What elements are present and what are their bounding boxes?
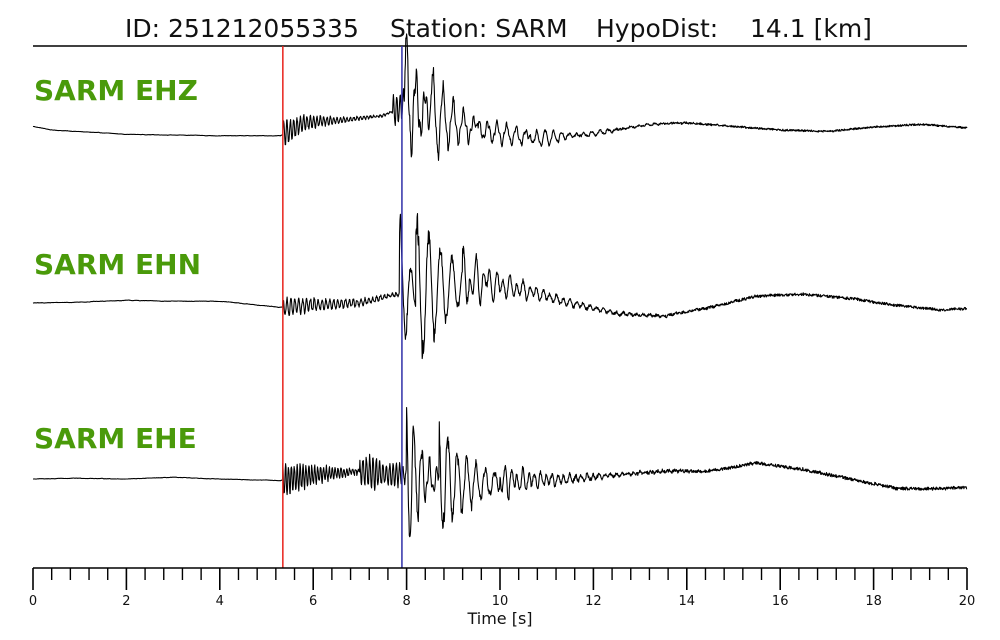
x-tick-label: 18 bbox=[865, 594, 882, 609]
channel-label-sarm-ehe: SARM EHE bbox=[34, 422, 197, 455]
x-tick-label: 14 bbox=[679, 594, 696, 609]
trace-sarm-ehe bbox=[32, 407, 968, 538]
x-tick-label: 10 bbox=[492, 594, 509, 609]
x-axis-label: Time [s] bbox=[466, 609, 532, 628]
x-tick-label: 20 bbox=[959, 594, 976, 609]
trace-sarm-ehn bbox=[32, 213, 968, 360]
x-tick-label: 6 bbox=[309, 594, 317, 609]
title-station: Station: SARM bbox=[390, 14, 568, 43]
x-tick-label: 12 bbox=[585, 594, 602, 609]
trace-sarm-ehz bbox=[32, 33, 968, 161]
channel-label-sarm-ehn: SARM EHN bbox=[34, 248, 201, 281]
title-id: ID: 251212055335 bbox=[125, 14, 359, 43]
title-hypodist: HypoDist: 14.1 [km] bbox=[596, 14, 872, 43]
x-tick-label: 8 bbox=[402, 594, 410, 609]
x-axis: 0 2 4 6 8 10 12 14 16 18 20 Time [s] bbox=[29, 567, 976, 628]
x-tick-label: 4 bbox=[216, 594, 224, 609]
x-tick-label: 2 bbox=[122, 594, 130, 609]
x-tick-label: 16 bbox=[772, 594, 789, 609]
phase-picks bbox=[282, 46, 403, 568]
channel-labels: SARM EHZ SARM EHN SARM EHE bbox=[34, 74, 201, 455]
traces-layer bbox=[32, 33, 968, 538]
channel-label-sarm-ehz: SARM EHZ bbox=[34, 74, 198, 107]
x-tick-label: 0 bbox=[29, 594, 37, 609]
